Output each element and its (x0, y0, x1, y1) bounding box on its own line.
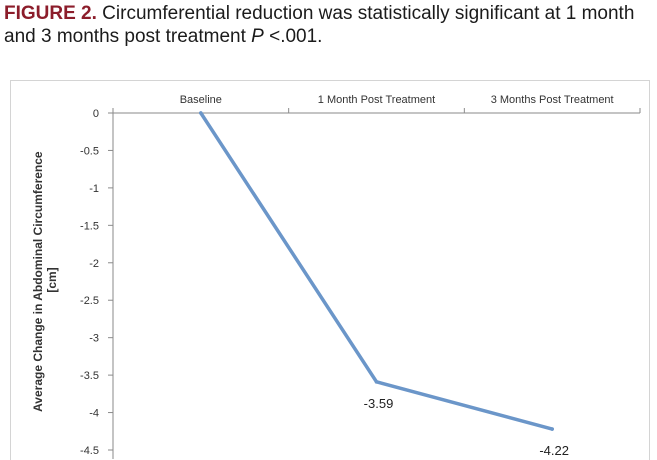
data-label: -4.22 (539, 443, 569, 458)
y-axis-title: Average Change in Abdominal Circumferenc… (31, 148, 59, 412)
x-axis: Baseline 1 Month Post Treatment 3 Months P… (112, 94, 641, 114)
y-tick-label: -2 (89, 258, 99, 270)
p-value: <.001. (269, 26, 323, 47)
y-tick-label: 0 (93, 108, 99, 120)
y-tick-label: -1.5 (80, 220, 99, 232)
p-symbol: P (251, 26, 264, 47)
chart-frame (10, 80, 650, 460)
x-tick-label: Baseline (180, 94, 222, 106)
y-tick-label: -2.5 (80, 295, 99, 307)
data-labels: -3.59 -4.22 (364, 396, 569, 458)
y-tick-label: -1 (89, 183, 99, 195)
x-tick-label: 1 Month Post Treatment (318, 94, 435, 106)
y-axis-title-line-2: [cm] (45, 267, 59, 292)
y-axis-title-line-1: Average Change in Abdominal Circumferenc… (31, 151, 45, 412)
y-tick-label: -3 (89, 333, 99, 345)
y-tick-label: -4.5 (80, 445, 99, 457)
y-axis: 0 -0.5 -1 -1.5 -2 -2.5 -3 -3.5 -4 -4.5 (80, 108, 114, 459)
data-point (199, 111, 203, 115)
x-tick-label: 3 Months Post Treatment (491, 94, 614, 106)
y-tick-label: -0.5 (80, 145, 99, 157)
data-point (550, 427, 554, 431)
data-label: -3.59 (364, 396, 394, 411)
series-group (199, 111, 554, 431)
figure-caption: FIGURE 2. Circumferential reduction was … (4, 2, 654, 48)
figure-label: FIGURE 2. (4, 3, 97, 24)
y-tick-label: -4 (89, 408, 99, 420)
caption-text: Circumferential reduction was statistica… (4, 3, 635, 47)
y-tick-label: -3.5 (80, 370, 99, 382)
data-point (374, 380, 379, 384)
